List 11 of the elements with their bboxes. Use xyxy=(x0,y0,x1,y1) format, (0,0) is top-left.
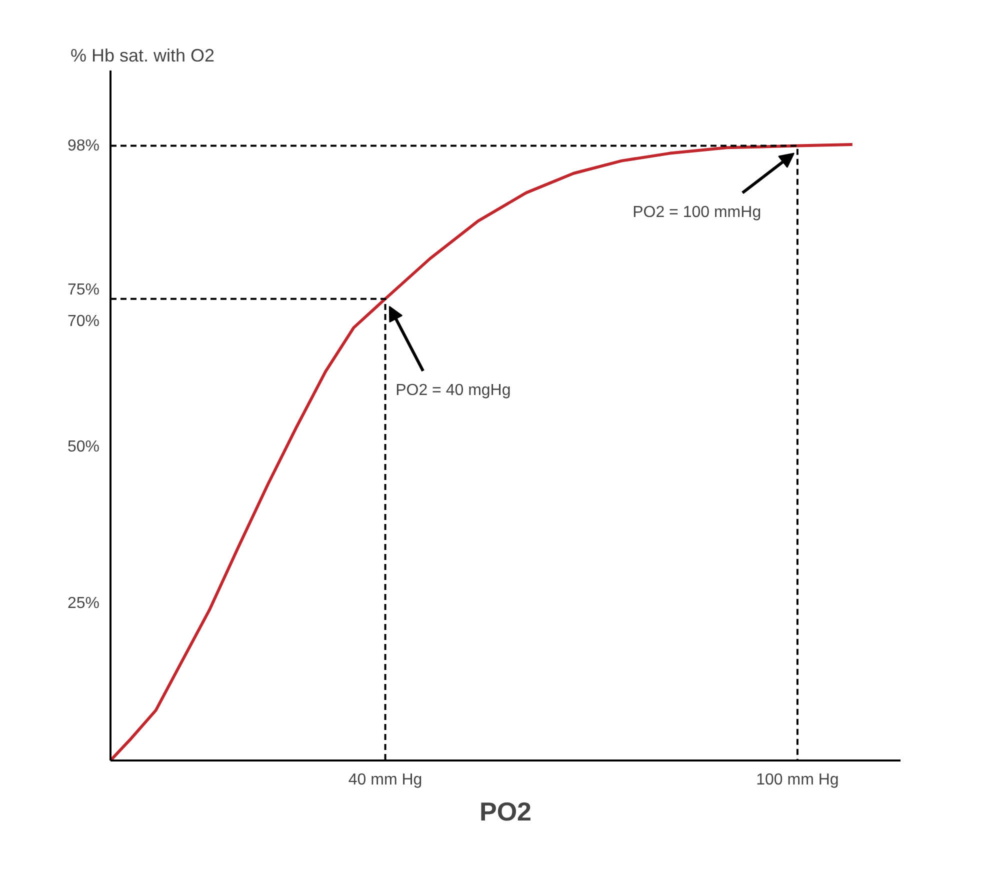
y-axis-title: % Hb sat. with O2 xyxy=(70,46,215,66)
y-tick-label: 25% xyxy=(67,595,100,612)
x-tick-label: 100 mm Hg xyxy=(756,772,839,788)
annotation: PO2 = 40 mgHg xyxy=(396,382,511,400)
x-tick-label: 40 mm Hg xyxy=(348,772,422,788)
y-tick-label: 98% xyxy=(67,137,100,154)
annotation: PO2 = 100 mmHg xyxy=(632,204,762,222)
y-tick-label: 75% xyxy=(67,282,100,299)
y-tick-label: 50% xyxy=(67,438,100,456)
x-axis-title: PO2 xyxy=(479,796,532,826)
y-tick-label: 70% xyxy=(67,312,100,330)
